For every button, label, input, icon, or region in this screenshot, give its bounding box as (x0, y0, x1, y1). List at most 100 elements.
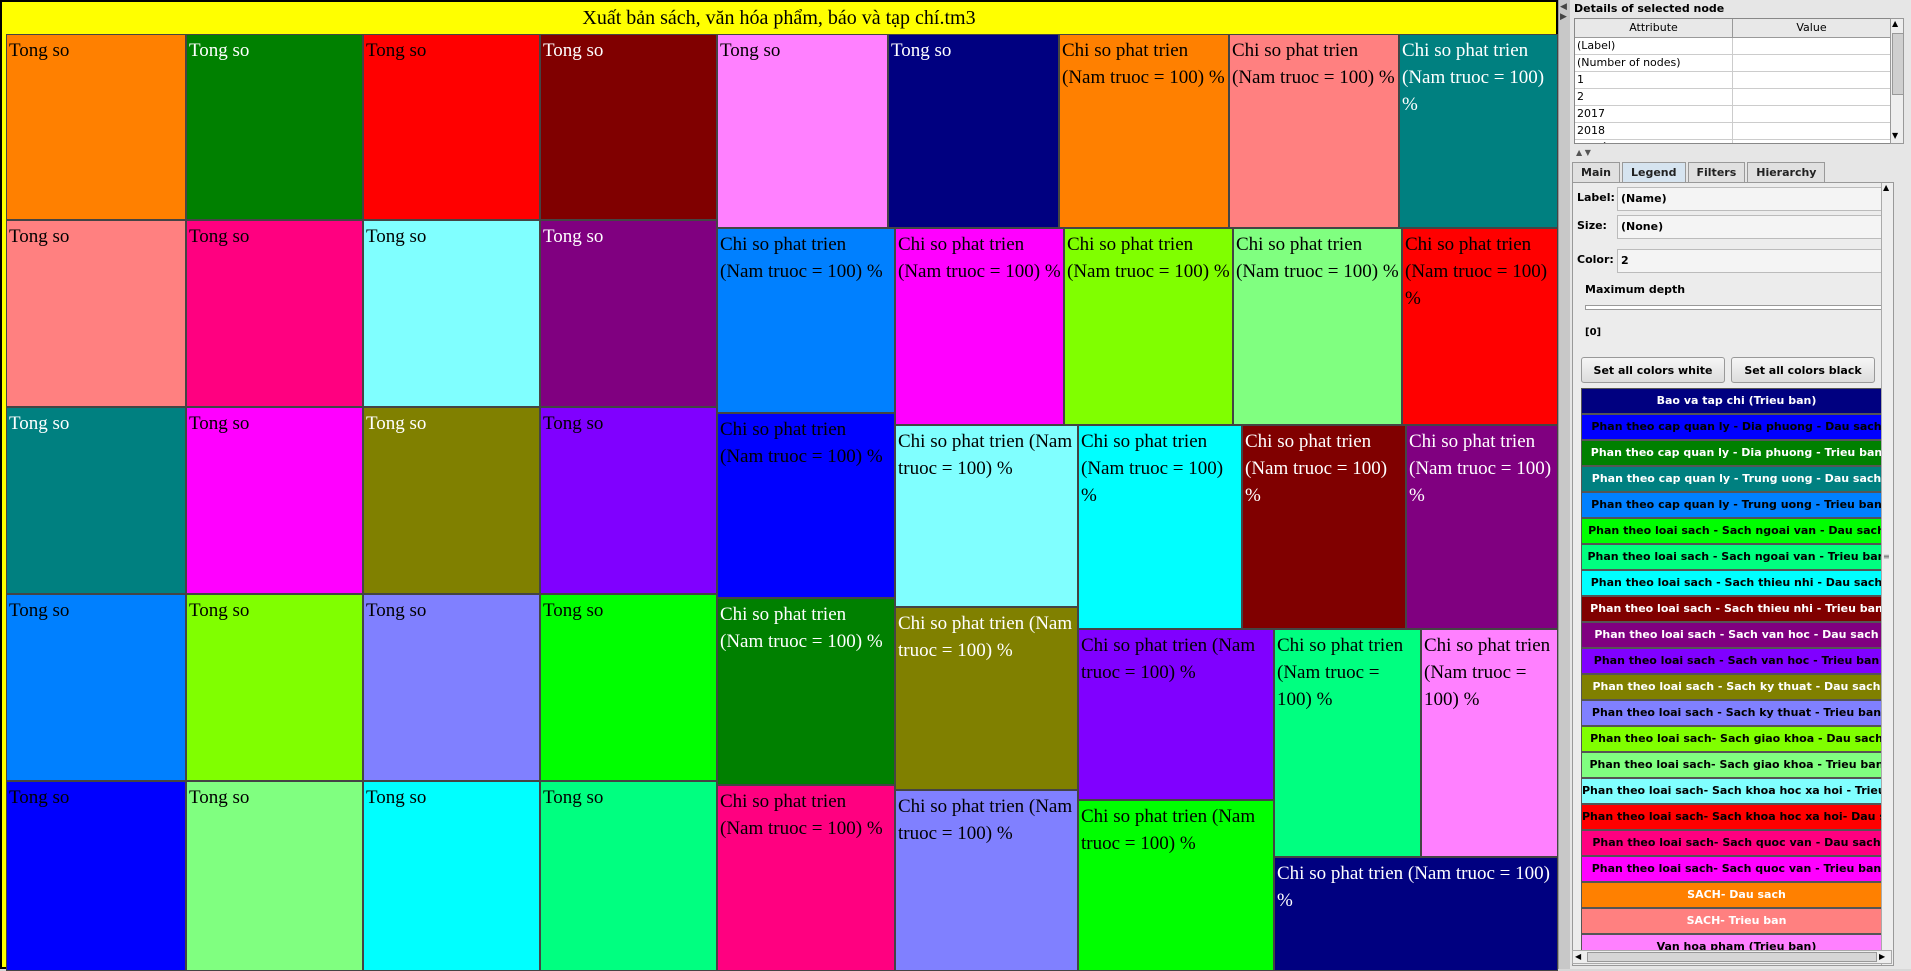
details-row[interactable]: 2018 (1575, 123, 1891, 140)
treemap-cell[interactable]: Chi so phat trien (Nam truoc = 100) % (1229, 34, 1399, 228)
treemap-cell[interactable]: Chi so phat trien (Nam truoc = 100) % (1274, 857, 1558, 971)
treemap-cell[interactable]: Tong so (6, 34, 186, 220)
treemap-cell[interactable]: Chi so phat trien (Nam truoc = 100) % (1078, 629, 1274, 800)
treemap-cell[interactable]: Tong so (186, 220, 363, 407)
value-column-header[interactable]: Value (1733, 19, 1891, 37)
treemap-cell[interactable]: Tong so (540, 34, 717, 220)
set-colors-white-button[interactable]: Set all colors white (1581, 357, 1725, 383)
treemap-cell[interactable]: Chi so phat trien (Nam truoc = 100) % (1399, 34, 1558, 228)
details-scrollbar[interactable]: ▲ ▼ (1890, 18, 1904, 144)
label-field-select[interactable]: (Name) (1617, 187, 1889, 211)
legend-item[interactable]: Phan theo loai sach- Sach khoa hoc xa ho… (1581, 804, 1892, 830)
treemap-cell[interactable]: Chi so phat trien (Nam truoc = 100) % (1078, 800, 1274, 971)
treemap-cell[interactable]: Tong so (540, 781, 717, 971)
treemap-cell[interactable]: Chi so phat trien (Nam truoc = 100) % (1274, 629, 1421, 857)
collapse-left-arrow-icon[interactable]: ◀ (1560, 2, 1567, 12)
treemap-cell[interactable]: Chi so phat trien (Nam truoc = 100) % (1406, 425, 1558, 629)
details-table[interactable]: Attribute Value (Label) (Number of nodes)… (1574, 18, 1892, 144)
treemap-cell[interactable]: Tong so (363, 781, 540, 971)
size-field-select[interactable]: (None) (1617, 215, 1889, 239)
treemap-cell[interactable]: Tong so (717, 34, 888, 228)
treemap-cell[interactable]: Chi so phat trien (Nam truoc = 100) % (1402, 228, 1558, 425)
panel-split-handle[interactable]: ▲ ▼ (1576, 148, 1591, 157)
attribute-column-header[interactable]: Attribute (1575, 19, 1733, 37)
legend-item[interactable]: Phan theo cap quan ly - Trung uong - Tri… (1581, 492, 1892, 518)
collapse-right-arrow-icon[interactable]: ▶ (1560, 12, 1567, 22)
tab-main[interactable]: Main (1572, 162, 1620, 182)
details-scroll-thumb[interactable] (1892, 33, 1904, 95)
legend-item[interactable]: Phan theo loai sach - Sach ngoai van - T… (1581, 544, 1892, 570)
legend-item[interactable]: Phan theo loai sach- Sach giao khoa - Da… (1581, 726, 1892, 752)
treemap-cell[interactable]: Chi so phat trien (Nam truoc = 100) % (1078, 425, 1242, 629)
treemap-cell[interactable]: Tong so (363, 594, 540, 781)
legend-item[interactable]: Phan theo cap quan ly - Dia phuong - Tri… (1581, 440, 1892, 466)
treemap-cell[interactable]: Tong so (6, 781, 186, 971)
treemap-cell[interactable]: Tong so (363, 34, 540, 220)
treemap-view[interactable]: Xuất bản sách, văn hóa phẩm, báo và tạp … (0, 0, 1558, 971)
legend-item[interactable]: Phan theo loai sach- Sach quoc van - Dau… (1581, 830, 1892, 856)
details-row[interactable]: Sơ bộ 2019 (1575, 140, 1891, 143)
treemap-cell[interactable]: Tong so (186, 781, 363, 971)
treemap-cell[interactable]: Tong so (540, 594, 717, 781)
legend-item[interactable]: Phan theo loai sach - Sach ngoai van - D… (1581, 518, 1892, 544)
legend-item[interactable]: Phan theo cap quan ly - Dia phuong - Dau… (1581, 414, 1892, 440)
treemap-cell[interactable]: Chi so phat trien (Nam truoc = 100) % (1233, 228, 1402, 425)
legend-item[interactable]: Phan theo loai sach - Sach ky thuat - Tr… (1581, 700, 1892, 726)
legend-hscroll-thumb[interactable] (1587, 952, 1877, 962)
treemap-cell[interactable]: Chi so phat trien (Nam truoc = 100) % (717, 785, 895, 971)
treemap-cell[interactable]: Chi so phat trien (Nam truoc = 100) % (1064, 228, 1233, 425)
treemap-cell[interactable]: Tong so (363, 220, 540, 407)
treemap-cell[interactable]: Tong so (6, 594, 186, 781)
treemap-cell[interactable]: Tong so (6, 220, 186, 407)
treemap-cell[interactable]: Tong so (363, 407, 540, 594)
scroll-left-icon[interactable]: ◀ (1575, 952, 1582, 961)
treemap-cell[interactable]: Tong so (540, 220, 717, 407)
details-row[interactable]: 2 (1575, 89, 1891, 106)
legend-horizontal-scrollbar[interactable]: ◀ ▶ (1572, 950, 1892, 964)
treemap-cell[interactable]: Chi so phat trien (Nam truoc = 100) % (895, 228, 1064, 425)
treemap-cell[interactable]: Chi so phat trien (Nam truoc = 100) % (1421, 629, 1558, 857)
color-field-select[interactable]: 2 (1617, 249, 1889, 273)
legend-item[interactable]: Phan theo cap quan ly - Trung uong - Dau… (1581, 466, 1892, 492)
scroll-down-icon[interactable]: ▼ (1892, 131, 1899, 140)
scroll-right-icon[interactable]: ▶ (1879, 952, 1886, 961)
scroll-grip-icon[interactable]: ≡ (1883, 552, 1890, 561)
set-colors-black-button[interactable]: Set all colors black (1731, 357, 1875, 383)
treemap-cell[interactable]: Chi so phat trien (Nam truoc = 100) % (895, 425, 1078, 607)
legend-item[interactable]: Phan theo loai sach - Sach van hoc - Dau… (1581, 622, 1892, 648)
legend-vertical-scrollbar[interactable]: ▲ ≡ ▼ (1881, 183, 1893, 965)
treemap-cell[interactable]: Chi so phat trien (Nam truoc = 100) % (717, 598, 895, 785)
legend-item[interactable]: SACH- Dau sach (1581, 882, 1892, 908)
legend-item[interactable]: SACH- Trieu ban (1581, 908, 1892, 934)
legend-item[interactable]: Phan theo loai sach - Sach thieu nhi - T… (1581, 596, 1892, 622)
treemap-cell[interactable]: Tong so (186, 594, 363, 781)
tab-legend[interactable]: Legend (1621, 162, 1686, 182)
tab-filters[interactable]: Filters (1687, 162, 1746, 182)
details-row[interactable]: 2017 (1575, 106, 1891, 123)
legend-item[interactable]: Phan theo loai sach - Sach ky thuat - Da… (1581, 674, 1892, 700)
treemap-cell[interactable]: Chi so phat trien (Nam truoc = 100) % (717, 413, 895, 598)
legend-item[interactable]: Phan theo loai sach- Sach giao khoa - Tr… (1581, 752, 1892, 778)
treemap-cell[interactable]: Tong so (186, 34, 363, 220)
details-row[interactable]: (Label) (1575, 38, 1891, 55)
treemap-cell[interactable]: Tong so (6, 407, 186, 594)
legend-item[interactable]: Phan theo loai sach- Sach khoa hoc xa ho… (1581, 778, 1892, 804)
max-depth-slider[interactable] (1585, 305, 1887, 310)
treemap-cell[interactable]: Tong so (540, 407, 717, 594)
legend-item[interactable]: Phan theo loai sach - Sach thieu nhi - D… (1581, 570, 1892, 596)
legend-item[interactable]: Phan theo loai sach - Sach van hoc - Tri… (1581, 648, 1892, 674)
treemap-cell[interactable]: Tong so (186, 407, 363, 594)
treemap-cell[interactable]: Chi so phat trien (Nam truoc = 100) % (1242, 425, 1406, 629)
treemap-cell[interactable]: Chi so phat trien (Nam truoc = 100) % (717, 228, 895, 413)
legend-item[interactable]: Bao va tap chi (Trieu ban) (1581, 388, 1892, 414)
treemap-cell[interactable]: Tong so (888, 34, 1059, 228)
scroll-up-icon[interactable]: ▲ (1892, 19, 1899, 28)
tab-hierarchy[interactable]: Hierarchy (1747, 162, 1826, 182)
details-row[interactable]: 1 (1575, 72, 1891, 89)
split-pane-divider[interactable]: ◀ ▶ (1558, 0, 1570, 969)
legend-item[interactable]: Phan theo loai sach- Sach quoc van - Tri… (1581, 856, 1892, 882)
treemap-cell[interactable]: Chi so phat trien (Nam truoc = 100) % (1059, 34, 1229, 228)
treemap-cell[interactable]: Chi so phat trien (Nam truoc = 100) % (895, 790, 1078, 971)
scroll-up-icon[interactable]: ▲ (1883, 183, 1890, 192)
treemap-cell[interactable]: Chi so phat trien (Nam truoc = 100) % (895, 607, 1078, 790)
